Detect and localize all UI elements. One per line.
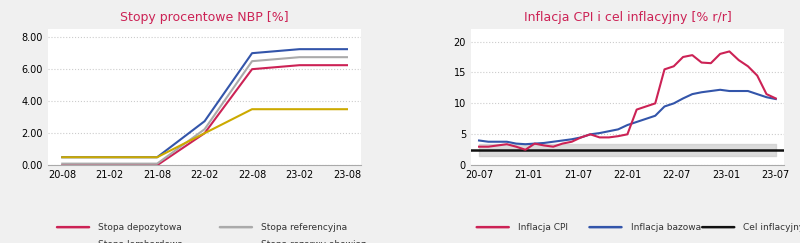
Text: Stopa depozytowa: Stopa depozytowa bbox=[98, 223, 182, 232]
Text: Stopa lombardowa: Stopa lombardowa bbox=[98, 240, 183, 243]
Text: Inflacja bazowa: Inflacja bazowa bbox=[630, 223, 701, 232]
Text: Cel inflacyjny: Cel inflacyjny bbox=[743, 223, 800, 232]
Text: Stopa referencyjna: Stopa referencyjna bbox=[261, 223, 347, 232]
Title: Stopy procentowe NBP [%]: Stopy procentowe NBP [%] bbox=[120, 11, 289, 24]
Title: Inflacja CPI i cel inflacyjny [% r/r]: Inflacja CPI i cel inflacyjny [% r/r] bbox=[523, 11, 731, 24]
Text: Stopa rezerwy obowiąz.: Stopa rezerwy obowiąz. bbox=[261, 240, 369, 243]
Text: Inflacja CPI: Inflacja CPI bbox=[518, 223, 568, 232]
